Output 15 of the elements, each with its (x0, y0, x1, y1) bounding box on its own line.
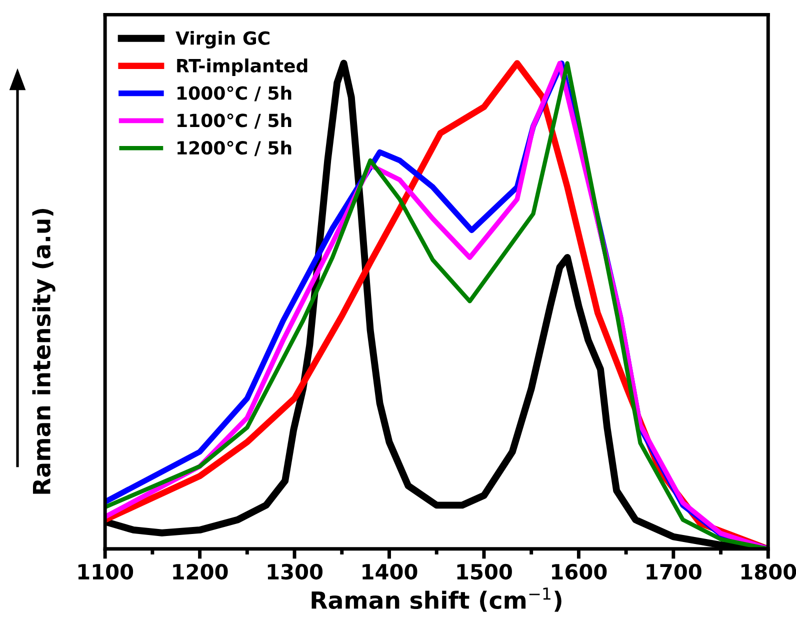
legend-label: 1100°C / 5h (178, 113, 292, 129)
x-tick-label: 1300 (268, 564, 323, 580)
legend-label: 1200°C / 5h (178, 140, 292, 156)
y-axis-title: Raman intensity (a.u) (32, 208, 56, 494)
x-tick-label: 1700 (646, 564, 702, 580)
x-tick-label: 1600 (552, 564, 607, 580)
legend-label: 1000°C / 5h (178, 86, 292, 102)
x-tick-label: 1500 (457, 564, 512, 580)
x-tick-label: 1800 (742, 564, 796, 580)
legend-label: Virgin GC (176, 30, 270, 49)
x-tick-label: 1100 (78, 564, 134, 580)
x-tick-label: 1200 (173, 564, 228, 580)
x-tick-label: 1400 (362, 564, 418, 580)
x-axis-title: Raman shift (cm$^{−1}$) (312, 588, 562, 612)
legend-label: RT-implanted (177, 58, 308, 76)
